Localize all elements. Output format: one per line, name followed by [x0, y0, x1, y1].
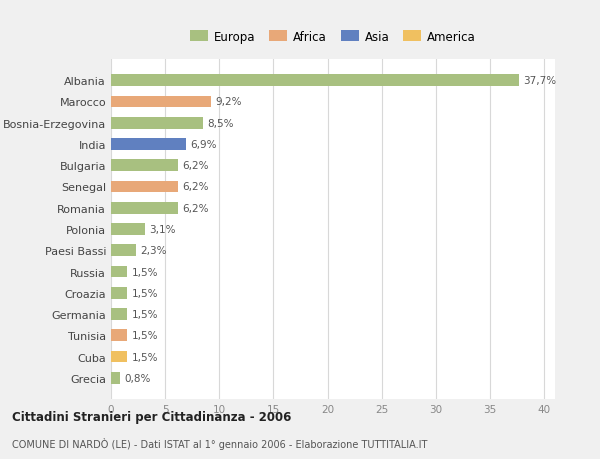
Text: 6,2%: 6,2%	[182, 182, 209, 192]
Text: 37,7%: 37,7%	[524, 76, 557, 86]
Bar	[111, 118, 203, 129]
Text: 6,2%: 6,2%	[182, 203, 209, 213]
Bar	[111, 202, 178, 214]
Text: 0,8%: 0,8%	[124, 373, 151, 383]
Text: 3,1%: 3,1%	[149, 224, 175, 235]
Bar	[111, 308, 127, 320]
Text: 9,2%: 9,2%	[215, 97, 241, 107]
Text: 6,9%: 6,9%	[190, 140, 217, 150]
Bar	[111, 372, 119, 384]
Text: 1,5%: 1,5%	[131, 288, 158, 298]
Bar	[111, 139, 186, 151]
Text: 8,5%: 8,5%	[208, 118, 234, 129]
Text: 1,5%: 1,5%	[131, 352, 158, 362]
Text: 1,5%: 1,5%	[131, 267, 158, 277]
Bar	[111, 96, 211, 108]
Bar	[111, 351, 127, 363]
Legend: Europa, Africa, Asia, America: Europa, Africa, Asia, America	[187, 27, 479, 47]
Bar	[111, 266, 127, 278]
Text: COMUNE DI NARDÒ (LE) - Dati ISTAT al 1° gennaio 2006 - Elaborazione TUTTITALIA.I: COMUNE DI NARDÒ (LE) - Dati ISTAT al 1° …	[12, 437, 427, 449]
Bar	[111, 330, 127, 341]
Text: 1,5%: 1,5%	[131, 309, 158, 319]
Bar	[111, 245, 136, 257]
Text: 6,2%: 6,2%	[182, 161, 209, 171]
Bar	[111, 181, 178, 193]
Bar	[111, 160, 178, 172]
Bar	[111, 287, 127, 299]
Bar	[111, 75, 519, 87]
Text: Cittadini Stranieri per Cittadinanza - 2006: Cittadini Stranieri per Cittadinanza - 2…	[12, 410, 292, 423]
Text: 2,3%: 2,3%	[140, 246, 167, 256]
Bar	[111, 224, 145, 235]
Text: 1,5%: 1,5%	[131, 330, 158, 341]
